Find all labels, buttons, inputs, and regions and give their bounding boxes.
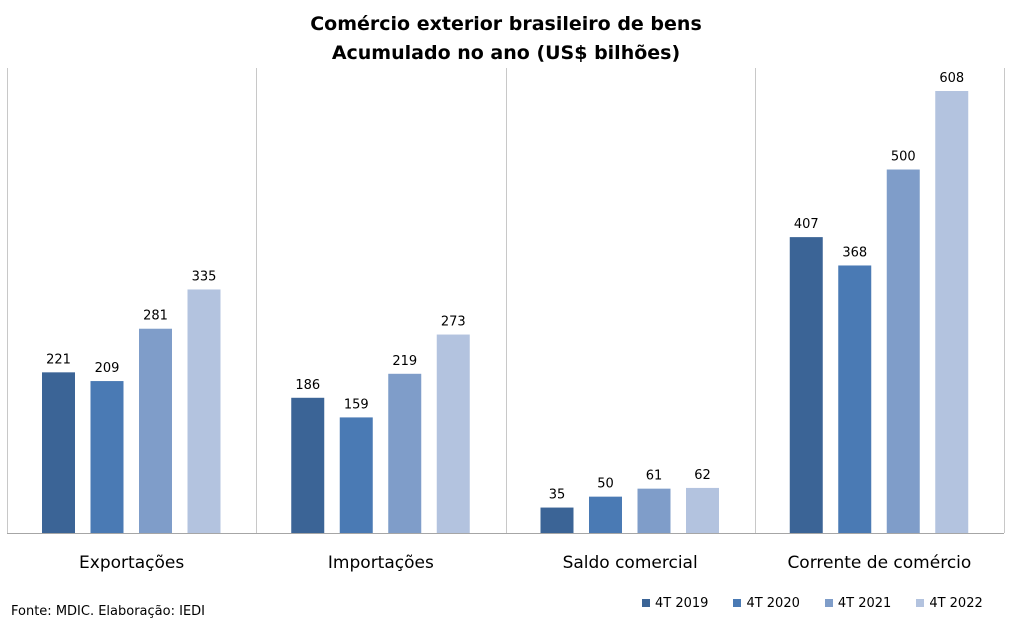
source-note: Fonte: MDIC. Elaboração: IEDI	[11, 604, 205, 619]
data-label: 159	[344, 397, 369, 412]
legend-swatch	[642, 599, 650, 607]
chart-title: Comércio exterior brasileiro de bens Acu…	[0, 10, 1012, 68]
legend-label: 4T 2022	[929, 595, 983, 611]
bar	[291, 397, 325, 533]
data-label: 219	[392, 354, 417, 369]
data-label: 273	[441, 315, 466, 330]
category-label: Exportações	[79, 553, 184, 573]
legend-label: 4T 2019	[655, 595, 709, 611]
bar	[789, 237, 823, 533]
bar	[686, 487, 719, 533]
category-label: Saldo comercial	[563, 553, 698, 573]
legend-item: 4T 2019	[642, 596, 708, 611]
data-label: 61	[646, 469, 663, 484]
legend-swatch	[824, 599, 833, 607]
data-label: 62	[694, 468, 711, 483]
bar	[637, 488, 671, 533]
category-label: Importações	[328, 553, 434, 573]
legend-label: 4T 2021	[837, 595, 892, 611]
bar	[339, 417, 373, 533]
category-label: Corrente de comércio	[787, 553, 971, 573]
bar	[838, 265, 872, 533]
legend-item: 4T 2022	[916, 595, 983, 611]
data-label: 281	[143, 309, 168, 324]
legend-label: 4T 2020	[746, 595, 800, 611]
bar	[886, 169, 920, 533]
data-label: 500	[891, 150, 916, 165]
legend-swatch	[916, 599, 925, 607]
bar	[139, 328, 172, 533]
bar	[589, 496, 622, 533]
bar	[388, 373, 422, 533]
chart-title-line-1: Comércio exterior brasileiro de bens	[310, 13, 702, 35]
data-label: 407	[794, 217, 819, 232]
chart-title-line-2: Acumulado no ano (US$ bilhões)	[331, 42, 681, 64]
legend-swatch	[733, 599, 742, 607]
bar	[935, 91, 969, 533]
data-label: 50	[597, 477, 614, 492]
data-label: 35	[549, 488, 566, 503]
bar	[436, 334, 470, 533]
data-label: 186	[295, 378, 320, 393]
bar	[42, 372, 75, 533]
data-label: 335	[192, 269, 217, 284]
bar	[90, 381, 124, 533]
legend-item: 4T 2020	[733, 595, 800, 611]
data-label: 608	[939, 71, 964, 86]
chart-legend: 4T 2019 4T 2020 4T 2021 4T 2022	[642, 595, 983, 611]
bar	[540, 507, 574, 533]
bar	[187, 289, 221, 533]
data-label: 209	[95, 361, 120, 376]
legend-item: 4T 2021	[824, 595, 892, 611]
data-label: 221	[46, 352, 71, 367]
data-label: 368	[842, 245, 867, 260]
